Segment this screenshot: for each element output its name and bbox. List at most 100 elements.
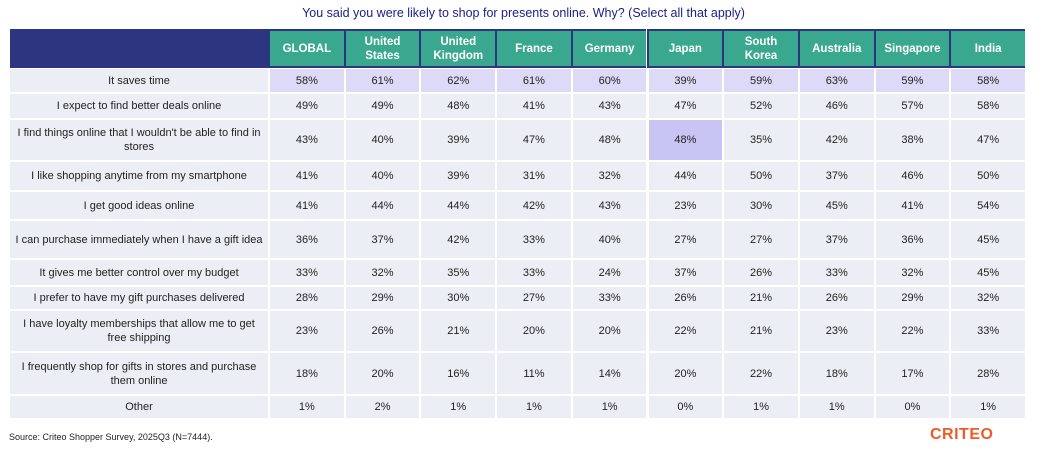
value-cell: 23% xyxy=(270,311,344,351)
value-cell: 41% xyxy=(270,192,344,219)
value-cell: 48% xyxy=(421,94,496,118)
value-cell: 36% xyxy=(270,221,344,258)
value-cell: 48% xyxy=(572,120,647,160)
row-label: It saves time xyxy=(10,69,268,92)
value-cell: 30% xyxy=(724,192,798,219)
value-cell: 18% xyxy=(799,353,874,394)
value-cell: 33% xyxy=(572,287,647,309)
value-cell: 47% xyxy=(951,120,1025,160)
value-cell: 0% xyxy=(648,396,723,418)
column-header: South Korea xyxy=(724,31,798,66)
value-cell: 24% xyxy=(572,260,647,285)
value-cell: 29% xyxy=(875,287,950,309)
value-cell: 2% xyxy=(345,396,420,418)
value-cell: 41% xyxy=(270,162,344,190)
value-cell: 47% xyxy=(648,94,723,118)
value-cell: 32% xyxy=(951,287,1025,309)
column-header: United States xyxy=(345,31,420,66)
column-header: Singapore xyxy=(875,31,950,66)
value-cell: 40% xyxy=(345,120,420,160)
value-cell: 45% xyxy=(799,192,874,219)
column-header: Australia xyxy=(799,31,874,66)
value-cell: 1% xyxy=(951,396,1025,418)
value-cell: 1% xyxy=(497,396,571,418)
value-cell: 28% xyxy=(270,287,344,309)
value-cell: 45% xyxy=(951,260,1025,285)
value-cell: 54% xyxy=(951,192,1025,219)
row-label: I expect to find better deals online xyxy=(10,94,268,118)
value-cell: 22% xyxy=(875,311,950,351)
value-cell: 1% xyxy=(270,396,344,418)
column-header: Japan xyxy=(648,31,723,66)
value-cell: 43% xyxy=(572,94,647,118)
value-cell: 39% xyxy=(421,120,496,160)
value-cell: 49% xyxy=(270,94,344,118)
row-label: I like shopping anytime from my smartpho… xyxy=(10,162,268,190)
value-cell: 29% xyxy=(345,287,420,309)
value-cell: 32% xyxy=(345,260,420,285)
value-cell: 58% xyxy=(951,94,1025,118)
column-header: France xyxy=(497,31,571,66)
value-cell: 57% xyxy=(875,94,950,118)
value-cell: 39% xyxy=(648,69,723,92)
value-cell: 42% xyxy=(497,192,571,219)
value-cell: 14% xyxy=(572,353,647,394)
value-cell: 37% xyxy=(648,260,723,285)
value-cell: 16% xyxy=(421,353,496,394)
row-label: I can purchase immediately when I have a… xyxy=(10,221,268,258)
column-header: GLOBAL xyxy=(270,31,344,66)
value-cell: 37% xyxy=(345,221,420,258)
column-header: India xyxy=(951,31,1025,66)
value-cell: 22% xyxy=(648,311,723,351)
value-cell: 20% xyxy=(648,353,723,394)
row-label: Other xyxy=(10,396,268,418)
value-cell: 26% xyxy=(799,287,874,309)
value-cell: 26% xyxy=(648,287,723,309)
header-corner xyxy=(10,29,268,68)
row-label: I have loyalty memberships that allow me… xyxy=(10,311,268,351)
value-cell: 11% xyxy=(497,353,571,394)
value-cell: 33% xyxy=(497,260,571,285)
value-cell: 61% xyxy=(497,69,571,92)
value-cell: 0% xyxy=(875,396,950,418)
value-cell: 40% xyxy=(345,162,420,190)
value-cell: 58% xyxy=(951,69,1025,92)
row-label: I find things online that I wouldn't be … xyxy=(10,120,268,160)
value-cell: 40% xyxy=(572,221,647,258)
value-cell: 22% xyxy=(724,353,798,394)
value-cell: 60% xyxy=(572,69,647,92)
logo: CRITEO xyxy=(930,426,994,443)
value-cell: 58% xyxy=(270,69,344,92)
value-cell: 27% xyxy=(648,221,723,258)
value-cell: 61% xyxy=(345,69,420,92)
value-cell: 20% xyxy=(345,353,420,394)
value-cell: 21% xyxy=(421,311,496,351)
row-label: It gives me better control over my budge… xyxy=(10,260,268,285)
value-cell: 42% xyxy=(421,221,496,258)
column-header: United Kingdom xyxy=(421,31,496,66)
value-cell: 59% xyxy=(875,69,950,92)
value-cell: 26% xyxy=(345,311,420,351)
value-cell: 41% xyxy=(875,192,950,219)
column-header: Germany xyxy=(572,31,647,66)
value-cell: 27% xyxy=(724,221,798,258)
value-cell: 35% xyxy=(421,260,496,285)
value-cell: 37% xyxy=(799,162,874,190)
value-cell: 32% xyxy=(875,260,950,285)
value-cell: 1% xyxy=(799,396,874,418)
value-cell: 49% xyxy=(345,94,420,118)
value-cell: 37% xyxy=(799,221,874,258)
value-cell: 32% xyxy=(572,162,647,190)
value-cell: 28% xyxy=(951,353,1025,394)
source: Source: Criteo Shopper Survey, 2025Q3 (N… xyxy=(9,432,213,442)
value-cell: 47% xyxy=(497,120,571,160)
value-cell: 33% xyxy=(799,260,874,285)
value-cell: 33% xyxy=(497,221,571,258)
value-cell: 38% xyxy=(875,120,950,160)
value-cell: 23% xyxy=(648,192,723,219)
value-cell: 43% xyxy=(572,192,647,219)
value-cell: 18% xyxy=(270,353,344,394)
value-cell: 63% xyxy=(799,69,874,92)
value-cell: 21% xyxy=(724,287,798,309)
